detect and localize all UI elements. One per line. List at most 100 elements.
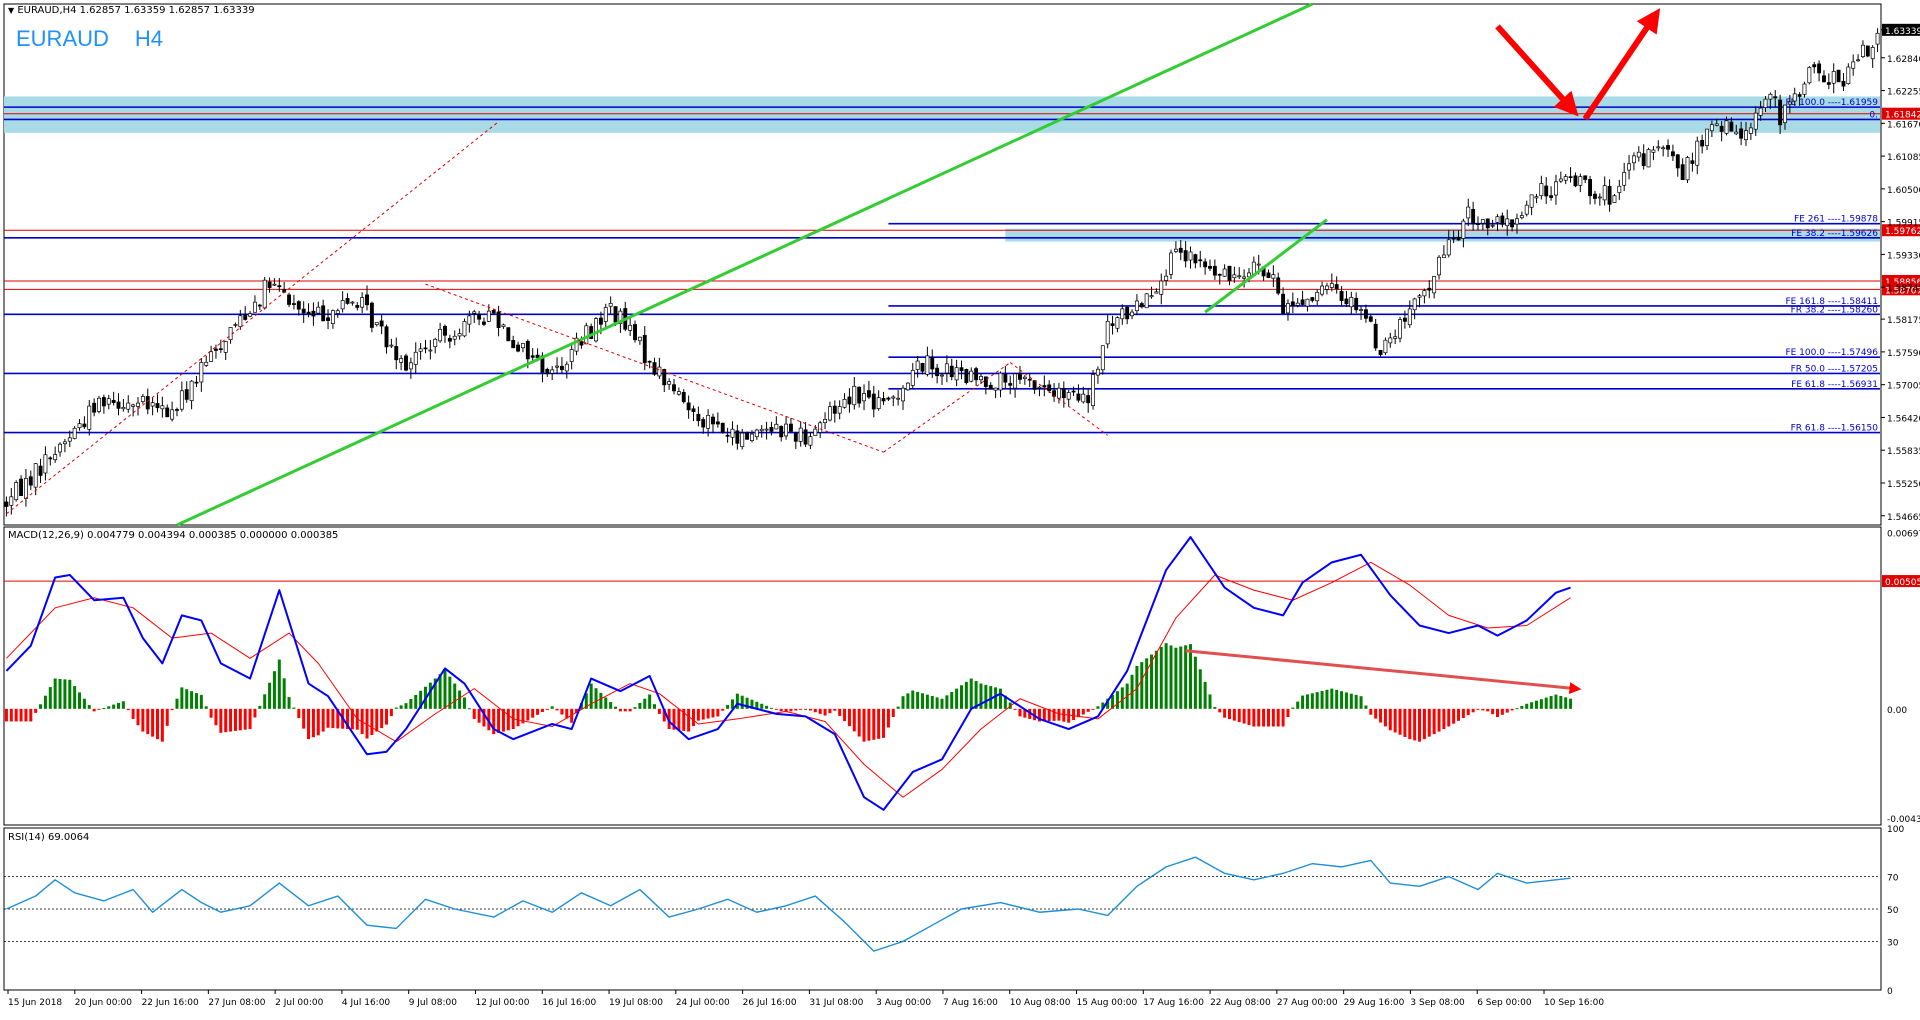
macd-histogram-bar	[852, 708, 856, 732]
candle	[199, 357, 204, 392]
time-tick-label: 26 Jul 16:00	[743, 998, 797, 1008]
macd-histogram-bar	[1383, 708, 1387, 727]
macd-histogram-bar	[311, 708, 315, 738]
macd-histogram-bar	[428, 682, 432, 709]
candle-body	[1237, 275, 1242, 278]
candle-body	[1783, 104, 1787, 124]
candle-body	[1203, 261, 1208, 268]
candle	[175, 407, 179, 417]
candle	[876, 390, 881, 411]
macd-histogram-bar	[1379, 708, 1383, 723]
candle	[160, 396, 165, 418]
candle-body	[1802, 83, 1807, 95]
candle-body	[642, 335, 647, 364]
candle-body	[1607, 185, 1612, 205]
time-tick-label: 16 Jul 16:00	[542, 998, 596, 1008]
candle-body	[935, 367, 940, 377]
candle-body	[19, 478, 24, 496]
candle	[1822, 70, 1826, 83]
candle	[82, 416, 87, 429]
candle	[1753, 106, 1758, 136]
green-trendline-1	[1204, 218, 1328, 314]
candle-body	[62, 441, 67, 445]
candle-body	[379, 320, 384, 327]
candle	[1612, 194, 1617, 203]
macd-tick-label: 0.00	[1887, 706, 1907, 716]
candle-body	[1339, 291, 1344, 302]
macd-histogram-bar	[190, 691, 194, 709]
candle-body	[1349, 296, 1354, 308]
candle	[1471, 201, 1476, 231]
candle-body	[1485, 218, 1490, 229]
candle	[1860, 40, 1865, 59]
candle-body	[1144, 293, 1149, 309]
macd-histogram-bar	[394, 707, 398, 709]
candle	[233, 322, 238, 328]
candle-body	[384, 326, 389, 348]
macd-histogram-bar	[740, 695, 744, 709]
macd-histogram-bar	[1164, 643, 1168, 709]
candle	[14, 480, 19, 502]
candle-body	[243, 314, 248, 320]
candle	[1617, 179, 1622, 200]
candle-body	[33, 463, 38, 488]
candle-body	[1305, 298, 1310, 307]
candle	[988, 382, 993, 390]
candle	[379, 313, 384, 335]
macd-histogram-bar	[1486, 708, 1490, 712]
macd-histogram-bar	[745, 697, 749, 709]
candle	[1797, 92, 1802, 106]
macd-histogram-bar	[82, 698, 86, 709]
candle	[214, 344, 218, 359]
macd-histogram-bar	[618, 708, 622, 712]
candle	[136, 397, 140, 416]
candle-body	[1627, 163, 1632, 171]
candle	[881, 391, 886, 405]
candle-body	[827, 406, 832, 421]
candle-body	[1705, 128, 1709, 147]
candle-body	[691, 408, 696, 412]
candle-body	[730, 428, 735, 438]
candle	[121, 398, 126, 412]
header-triangle-icon[interactable]: ▼	[8, 6, 15, 15]
candle	[1666, 139, 1670, 158]
macd-histogram-bar	[1276, 708, 1280, 727]
candle-body	[1232, 274, 1237, 279]
macd-histogram-bar	[1452, 708, 1456, 724]
macd-histogram-bar	[896, 706, 900, 709]
macd-histogram-bar	[1159, 646, 1163, 709]
macd-histogram-bar	[160, 708, 164, 742]
candle-body	[1451, 237, 1456, 240]
candle	[1344, 290, 1349, 307]
candle-body	[296, 301, 301, 310]
macd-histogram-bar	[989, 686, 993, 709]
candle	[983, 376, 988, 395]
macd-histogram-bar	[1266, 708, 1270, 727]
candle-body	[399, 358, 404, 363]
candle	[1641, 144, 1646, 170]
time-tick-label: 3 Aug 00:00	[876, 998, 931, 1008]
candle-body	[92, 402, 97, 413]
candle-body	[106, 398, 111, 405]
candle-body	[218, 348, 223, 351]
candle	[1208, 259, 1212, 272]
candle	[33, 462, 38, 496]
price-tick-label: 1.55250	[1887, 480, 1920, 490]
candle-body	[1159, 280, 1164, 295]
candle-body	[394, 346, 399, 361]
macd-histogram-bar	[1330, 688, 1334, 709]
candle	[1729, 117, 1734, 132]
candle-body	[520, 343, 525, 349]
candle	[667, 378, 672, 390]
candle	[72, 425, 77, 440]
macd-histogram-bar	[940, 698, 944, 709]
macd-histogram-bar	[1340, 691, 1344, 709]
candle	[774, 416, 779, 430]
candle-body	[993, 387, 998, 391]
candle-body	[1495, 216, 1500, 223]
candle	[1680, 158, 1685, 181]
candle	[520, 343, 525, 353]
macd-tick-label: 0.006978	[1887, 530, 1920, 540]
macd-histogram-bar	[467, 708, 471, 710]
